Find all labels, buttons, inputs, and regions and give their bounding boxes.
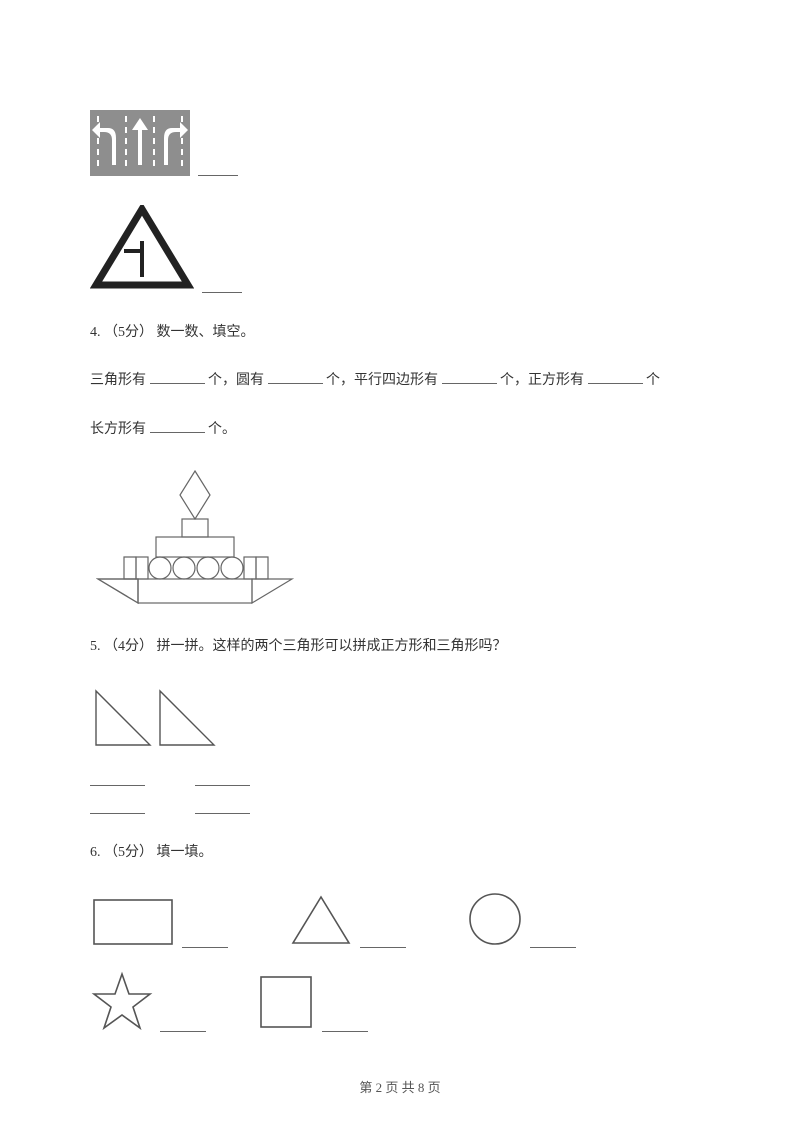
q4-figure	[90, 467, 710, 612]
q6-circle-blank[interactable]	[530, 936, 576, 948]
q4-points: （5分）	[104, 325, 153, 340]
q4-line1: 三角形有 个，圆有 个，平行四边形有 个，正方形有 个	[90, 370, 710, 392]
q6-triangle	[288, 892, 406, 948]
q6-number: 6.	[90, 845, 101, 860]
q5-blank-2[interactable]	[195, 772, 250, 786]
q3-sign-image	[90, 110, 710, 181]
footer-text: 第 2 页 共 8 页	[359, 1080, 440, 1095]
q5-blank-1[interactable]	[90, 772, 145, 786]
q4-blank-square[interactable]	[588, 370, 643, 384]
q5-blanks-row1	[90, 772, 710, 786]
q6-stem-text: 填一填。	[157, 845, 213, 860]
q6-stem: 6. （5分） 填一填。	[90, 842, 710, 864]
q5-blank-4[interactable]	[195, 800, 250, 814]
q5-stem: 5. （4分） 拼一拼。这样的两个三角形可以拼成正方形和三角形吗？	[90, 636, 710, 658]
page-content: 4. （5分） 数一数、填空。 三角形有 个，圆有 个，平行四边形有 个，正方形…	[90, 110, 710, 1032]
q6-rectangle	[90, 896, 228, 948]
q4-number: 4.	[90, 325, 101, 340]
q3-triangle-image	[90, 205, 710, 298]
q5-number: 5.	[90, 639, 101, 654]
q4-blank-rectangle[interactable]	[150, 419, 205, 433]
q6-rectangle-blank[interactable]	[182, 936, 228, 948]
q4-line2: 长方形有 个。	[90, 419, 710, 441]
q5-stem-text: 拼一拼。这样的两个三角形可以拼成正方形和三角形吗？	[157, 639, 507, 654]
q4-stem-text: 数一数、填空。	[157, 325, 255, 340]
q4-stem: 4. （5分） 数一数、填空。	[90, 322, 710, 344]
page-footer: 第 2 页 共 8 页	[0, 1077, 800, 1096]
q6-star-blank[interactable]	[160, 1020, 206, 1032]
q6-points: （5分）	[104, 845, 153, 860]
q4-blank-circle[interactable]	[268, 370, 323, 384]
q6-star	[90, 970, 206, 1032]
q6-row1	[90, 890, 710, 948]
q6-triangle-blank[interactable]	[360, 936, 406, 948]
q6-circle	[466, 890, 576, 948]
q5-points: （4分）	[104, 639, 153, 654]
q6-square	[256, 972, 368, 1032]
q3-sign-blank[interactable]	[198, 162, 238, 176]
q5-blanks-row2	[90, 800, 710, 814]
q3-triangle-blank[interactable]	[202, 279, 242, 293]
q5-figure	[90, 685, 710, 756]
q6-square-blank[interactable]	[322, 1020, 368, 1032]
q4-blank-parallelogram[interactable]	[442, 370, 497, 384]
q4-blank-triangle[interactable]	[150, 370, 205, 384]
q6-row2	[90, 970, 710, 1032]
q5-blank-3[interactable]	[90, 800, 145, 814]
